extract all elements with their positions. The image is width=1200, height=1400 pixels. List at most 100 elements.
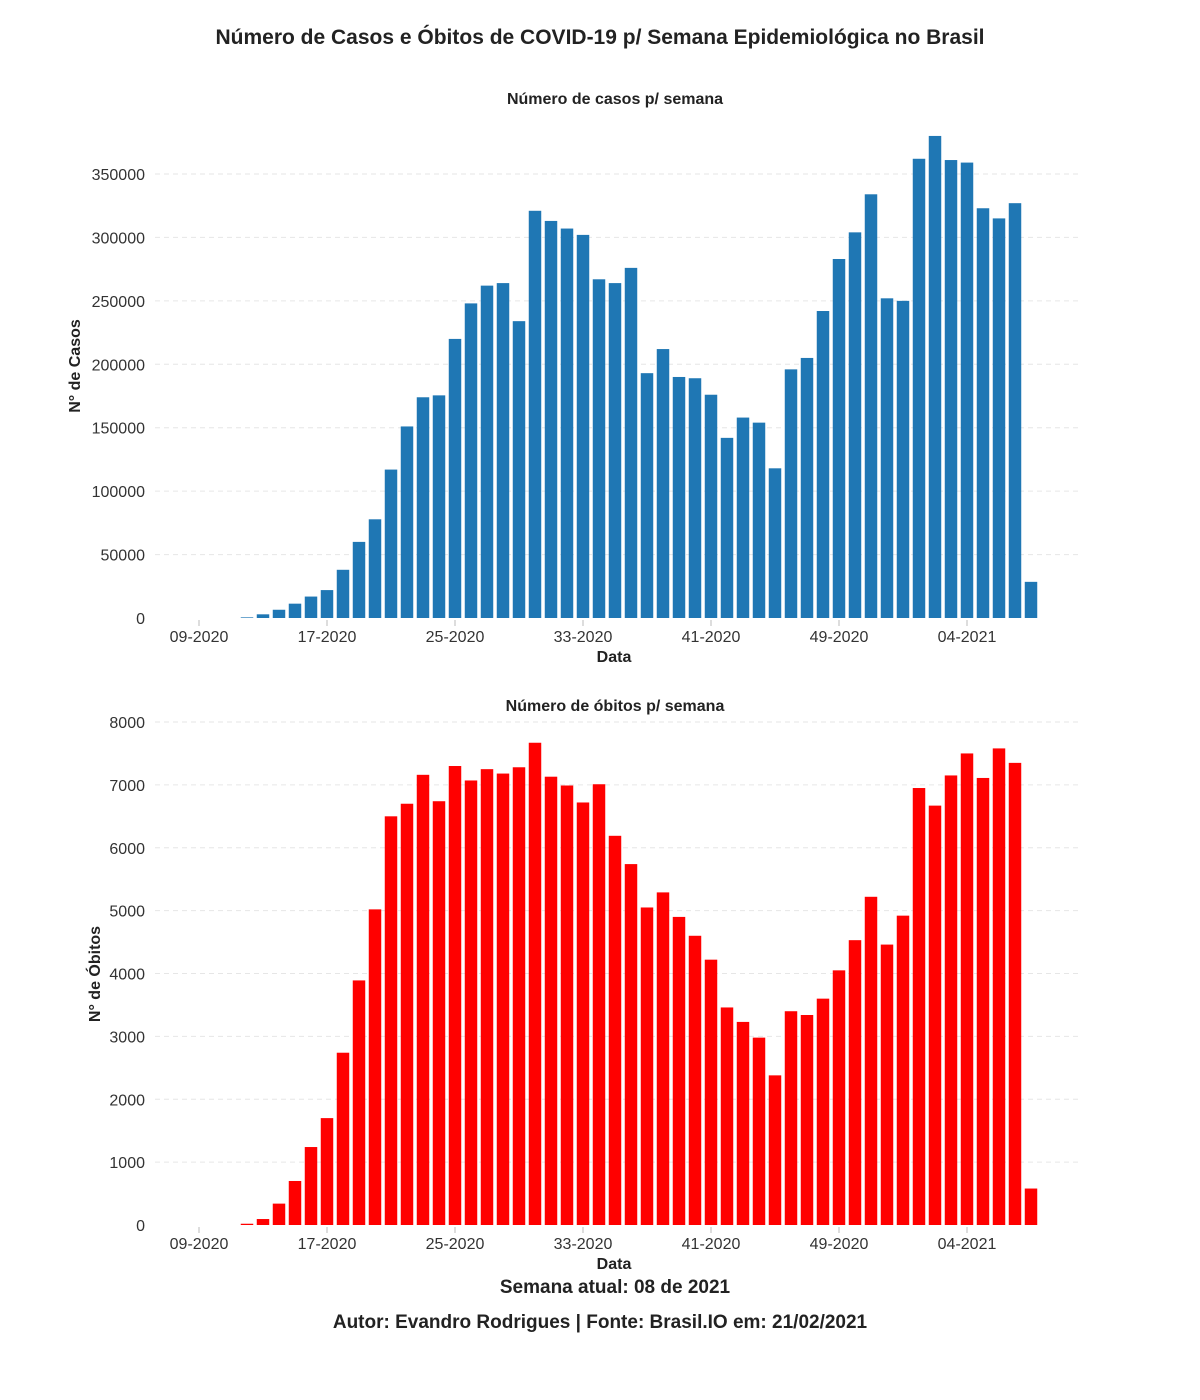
bar (464, 303, 478, 618)
cases-chart: 0 50000 100000 150000 200000 250000 300000 3500… (67, 91, 1080, 666)
bar (480, 285, 494, 618)
y-tick-label: 3000 (109, 1029, 145, 1046)
bar (800, 357, 814, 618)
bar (288, 1180, 302, 1225)
x-tick-label: 25-2020 (426, 629, 485, 646)
bar (512, 321, 526, 618)
bar (592, 279, 606, 618)
bar (720, 1007, 734, 1225)
main-title: Número de Casos e Óbitos de COVID-19 p/ … (215, 26, 985, 49)
bar (256, 614, 270, 618)
y-tick-label: 7000 (109, 778, 145, 795)
bar (320, 590, 334, 618)
bar (576, 234, 590, 619)
bar (672, 916, 686, 1225)
bar (816, 998, 830, 1225)
bar (688, 935, 702, 1225)
bar (528, 210, 542, 618)
bar (624, 267, 638, 618)
bar (720, 437, 734, 618)
bar (992, 748, 1006, 1225)
x-axis-label: Data (597, 1256, 632, 1273)
y-tick-label: 100000 (92, 484, 145, 501)
bar (912, 158, 926, 618)
bar (640, 907, 654, 1225)
bar (1008, 203, 1022, 619)
current-week-label: Semana atual: 08 de 2021 (499, 1277, 731, 1298)
bar (384, 816, 398, 1225)
bar (544, 220, 558, 619)
y-tick-label: 200000 (92, 357, 145, 374)
bar (240, 617, 254, 618)
y-tick-label: 350000 (92, 167, 145, 184)
bar (1008, 762, 1022, 1225)
bar (464, 780, 478, 1225)
bar (304, 596, 318, 618)
bar (256, 1219, 270, 1225)
bar (784, 369, 798, 618)
bar (816, 311, 830, 618)
bar (832, 970, 846, 1225)
y-tick-label: 0 (136, 1218, 145, 1235)
y-tick-label: 2000 (109, 1092, 145, 1109)
bar (928, 805, 942, 1225)
source-credit: Autor: Evandro Rodrigues | Fonte: Brasil… (332, 1312, 868, 1333)
y-tick-label: 150000 (92, 421, 145, 438)
bar (240, 1223, 254, 1225)
y-tick-label: 300000 (92, 230, 145, 247)
y-tick-label: 50000 (101, 548, 146, 565)
x-tick-label: 49-2020 (810, 1236, 869, 1253)
x-tick-label: 41-2020 (682, 629, 741, 646)
x-tick-label: 41-2020 (682, 1236, 741, 1253)
bar (752, 422, 766, 618)
bar (400, 426, 414, 618)
x-tick-label: 04-2021 (938, 629, 997, 646)
bar (336, 569, 350, 618)
bar (800, 1014, 814, 1225)
y-axis-label: N° de Óbitos (85, 926, 104, 1022)
bar (480, 769, 494, 1225)
bar (432, 395, 446, 618)
x-tick-label: 33-2020 (554, 1236, 613, 1253)
bar (272, 609, 286, 618)
y-tick-label: 4000 (109, 967, 145, 984)
bar (848, 232, 862, 618)
bar (320, 1118, 334, 1225)
y-tick-label: 8000 (109, 715, 145, 732)
bar (448, 766, 462, 1225)
bar (592, 784, 606, 1225)
y-tick-label: 1000 (109, 1155, 145, 1172)
bar (352, 541, 366, 618)
bar (880, 298, 894, 618)
bar (560, 785, 574, 1225)
bar (656, 349, 670, 618)
bar (576, 802, 590, 1225)
subplot-title: Número de óbitos p/ semana (506, 698, 725, 715)
bar (496, 283, 510, 618)
bar (304, 1147, 318, 1225)
bar (992, 218, 1006, 618)
bar (608, 283, 622, 618)
bar (944, 775, 958, 1225)
bar (416, 774, 430, 1225)
y-tick-label: 5000 (109, 904, 145, 921)
bar (768, 1075, 782, 1225)
bar (1024, 1188, 1038, 1225)
x-tick-label: 17-2020 (298, 629, 357, 646)
bar (368, 519, 382, 618)
x-axis-label: Data (597, 649, 632, 666)
y-tick-label: 0 (136, 611, 145, 628)
bar (336, 1052, 350, 1225)
bar (880, 944, 894, 1225)
x-tick-label: 17-2020 (298, 1236, 357, 1253)
bar (672, 376, 686, 618)
bar (832, 258, 846, 618)
bar (784, 1011, 798, 1225)
bar (416, 397, 430, 618)
bar (352, 980, 366, 1225)
bar (560, 228, 574, 618)
bar (656, 892, 670, 1225)
bar (848, 940, 862, 1225)
bar (896, 300, 910, 618)
